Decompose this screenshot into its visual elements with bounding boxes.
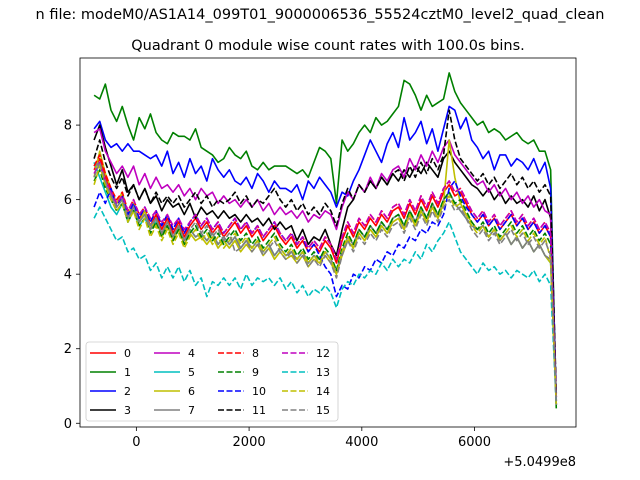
y-tick-label: 0 (64, 417, 72, 432)
legend-label-10: 10 (252, 385, 266, 398)
x-tick-label: 2000 (233, 435, 266, 450)
legend-label-9: 9 (252, 366, 259, 379)
series-line-1 (93, 72, 558, 409)
series-line-14 (93, 165, 558, 405)
legend-label-13: 13 (316, 366, 330, 379)
y-tick-label: 8 (64, 119, 72, 134)
y-tick-label: 2 (64, 342, 72, 357)
x-offset-label: +5.0499e8 (503, 455, 576, 470)
y-tick-label: 4 (64, 268, 72, 283)
x-tick-label: 6000 (458, 435, 491, 450)
legend-label-2: 2 (124, 385, 131, 398)
series-line-13 (93, 206, 558, 405)
legend-label-4: 4 (188, 347, 195, 360)
legend-label-6: 6 (188, 385, 195, 398)
series-line-2 (93, 105, 558, 401)
legend-label-11: 11 (252, 404, 266, 417)
series-line-12 (93, 161, 558, 401)
plot-frame (79, 57, 577, 428)
series-line-15 (93, 161, 558, 405)
legend-label-15: 15 (316, 404, 330, 417)
chart-title: Quadrant 0 module wise count rates with … (131, 38, 525, 54)
series-line-9 (93, 169, 558, 401)
x-tick-label: 0 (132, 435, 140, 450)
legend-label-8: 8 (252, 347, 259, 360)
series-line-11 (93, 109, 558, 394)
legend-label-14: 14 (316, 385, 330, 398)
legend-label-7: 7 (188, 404, 195, 417)
legend-box (85, 341, 339, 422)
legend-label-5: 5 (188, 366, 195, 379)
chart-suptitle: n file: modeM0/AS1A14_099T01_9000006536_… (36, 7, 605, 23)
y-axis: 0 2 4 6 8 (64, 119, 80, 432)
y-tick-label: 6 (64, 193, 72, 208)
x-tick-label: 4000 (345, 435, 378, 450)
series-line-4 (93, 128, 558, 405)
legend-label-12: 12 (316, 347, 330, 360)
plot-lines (93, 72, 558, 409)
series-line-3 (93, 124, 558, 405)
x-axis: 0 2000 4000 6000 (132, 427, 491, 450)
legend-label-1: 1 (124, 366, 131, 379)
series-line-10 (93, 180, 558, 398)
legend-label-3: 3 (124, 404, 131, 417)
legend-label-0: 0 (124, 347, 131, 360)
